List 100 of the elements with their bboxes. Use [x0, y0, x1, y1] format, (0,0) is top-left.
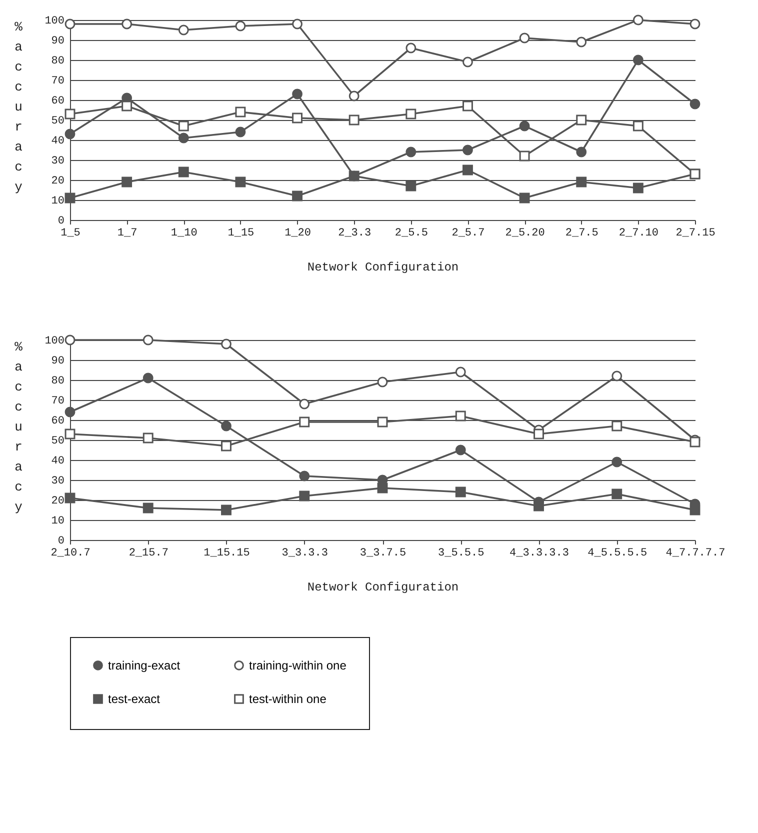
point	[519, 32, 530, 44]
point	[64, 192, 76, 204]
y-tick-label: 20	[51, 176, 64, 188]
x-tick-label: 3_3.3.3	[282, 548, 328, 560]
y-tick-label: 90	[51, 36, 64, 48]
point	[299, 470, 310, 482]
point	[292, 18, 302, 30]
point	[534, 500, 544, 512]
y-tick-label: 70	[51, 396, 64, 408]
point	[235, 106, 246, 118]
x-axis-title: Network Configuration	[307, 260, 459, 274]
point	[142, 372, 154, 384]
point	[612, 488, 622, 500]
point	[64, 492, 76, 504]
point	[462, 56, 473, 68]
y-tick-label: 80	[51, 376, 64, 388]
point	[462, 144, 473, 156]
point	[122, 100, 132, 112]
point	[299, 398, 310, 410]
point	[519, 150, 530, 162]
point	[221, 338, 232, 350]
y-tick-label: 50	[51, 116, 64, 128]
y-tick-label: 20	[51, 496, 64, 508]
point	[455, 444, 466, 456]
point	[142, 502, 154, 514]
x-tick-label: 1_15.15	[204, 548, 250, 560]
point	[612, 420, 622, 432]
legend-label: training-exact	[108, 658, 181, 672]
y-tick-label: 60	[51, 96, 64, 108]
point	[690, 98, 700, 110]
point	[64, 334, 76, 346]
point	[406, 108, 416, 120]
text: % accuracy	[14, 340, 22, 514]
y-tick-label: 60	[51, 416, 64, 428]
legend-label: test-exact	[108, 692, 161, 706]
x-tick-label: 2_5.7	[452, 228, 485, 240]
x-tick-label: 1_15	[228, 228, 254, 240]
x-axis-title: Network Configuration	[307, 580, 459, 594]
point	[519, 192, 530, 204]
x-tick-label: 2_15.7	[128, 548, 168, 560]
point	[235, 176, 246, 188]
y-tick-label: 30	[51, 476, 64, 488]
point	[455, 486, 466, 498]
y-tick-label: 50	[51, 436, 64, 448]
point	[178, 166, 189, 178]
x-tick-label: 2_7.10	[618, 228, 658, 240]
point	[122, 176, 132, 188]
point	[612, 456, 622, 468]
point	[690, 504, 700, 516]
x-tick-label: 2_7.15	[676, 228, 716, 240]
point	[348, 114, 360, 126]
point	[406, 146, 416, 158]
point	[576, 114, 587, 126]
point	[235, 20, 246, 32]
point	[292, 112, 302, 124]
point	[122, 18, 132, 30]
point	[612, 370, 622, 382]
point	[292, 88, 302, 100]
legend-label: test-within one	[249, 692, 327, 706]
y-tick-label: 90	[51, 356, 64, 368]
y-tick-label: 0	[58, 216, 64, 228]
x-tick-label: 1_7	[117, 228, 138, 240]
point	[576, 36, 587, 48]
y-tick-label: 40	[51, 456, 64, 468]
y-tick-label: 100	[44, 16, 64, 28]
point	[64, 428, 76, 440]
y-tick-label: 0	[58, 536, 64, 548]
point	[455, 410, 466, 422]
point	[462, 100, 473, 112]
point	[462, 164, 473, 176]
point	[348, 170, 360, 182]
x-tick-label: 2_5.20	[505, 228, 545, 240]
point	[299, 490, 310, 502]
point	[519, 120, 530, 132]
x-tick-label: 4_7.7.7.7	[666, 548, 726, 560]
point	[690, 18, 700, 30]
point	[632, 14, 644, 26]
x-tick-label: 4_3.3.3.3	[510, 548, 569, 560]
y-tick-label: 70	[51, 76, 64, 88]
point	[406, 180, 416, 192]
x-tick-label: 1_5	[60, 228, 80, 240]
x-tick-label: 1_10	[170, 228, 198, 240]
point	[292, 190, 302, 202]
point	[348, 90, 360, 102]
y-tick-label: 80	[51, 56, 64, 68]
point	[64, 406, 76, 418]
point	[64, 18, 76, 30]
y-tick-label: 30	[51, 156, 64, 168]
point	[235, 126, 246, 138]
point	[632, 182, 644, 194]
point	[64, 128, 76, 140]
point	[576, 146, 587, 158]
y-tick-label: 100	[44, 336, 64, 348]
point	[632, 120, 644, 132]
point	[142, 432, 154, 444]
x-tick-label: 3_5.5.5	[438, 548, 484, 560]
point	[178, 132, 189, 144]
y-tick-label: 10	[51, 516, 64, 528]
x-tick-label: 2_5.5	[394, 228, 428, 240]
point	[576, 176, 587, 188]
